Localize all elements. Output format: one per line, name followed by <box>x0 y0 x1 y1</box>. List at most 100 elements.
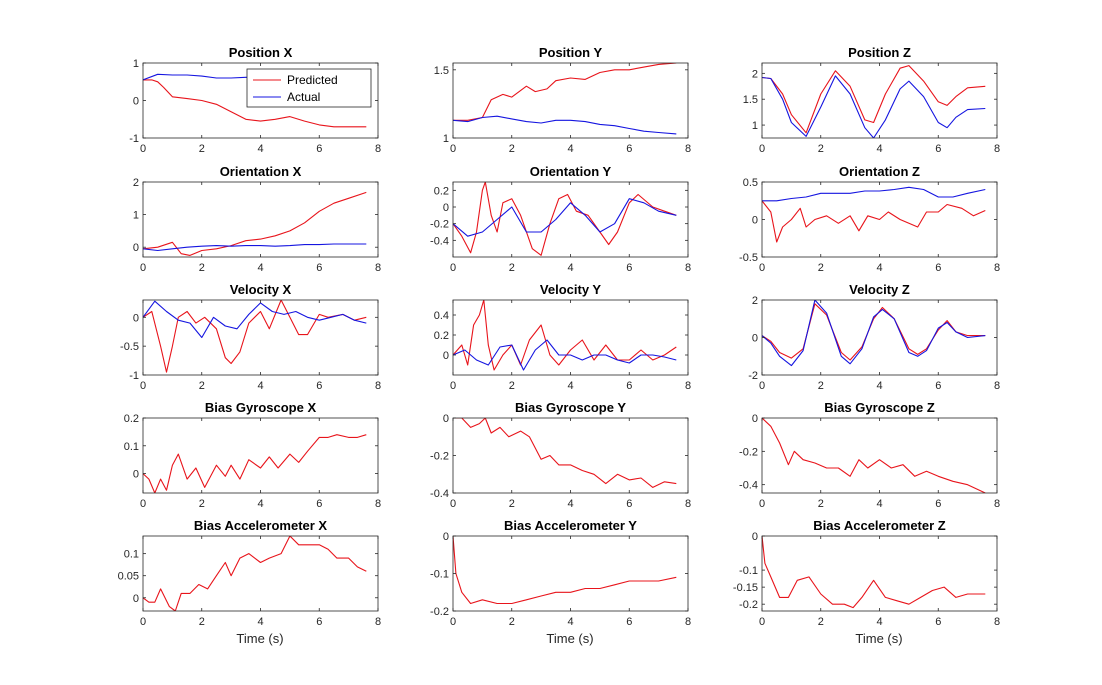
series-line-actual <box>453 198 677 237</box>
y-tick-label: 0.5 <box>743 177 758 189</box>
chart-title: Velocity Z <box>849 282 910 297</box>
x-tick-label: 8 <box>685 616 691 628</box>
y-tick-label: 0 <box>752 413 758 425</box>
x-tick-label: 2 <box>199 380 205 392</box>
series-line-predicted <box>143 536 367 611</box>
x-tick-label: 8 <box>994 380 1000 392</box>
y-tick-label: 0.2 <box>124 413 139 425</box>
x-tick-label: 8 <box>375 498 381 510</box>
subplot-grid: Position X0 2 4 6 8-101PredictedActualPositi… <box>118 45 1000 628</box>
x-tick-label: 0 <box>140 143 146 155</box>
x-axis-label-col-1: Time (s) <box>236 631 283 646</box>
chart-title: Orientation X <box>220 164 302 179</box>
y-tick-label: 2 <box>752 68 758 80</box>
x-tick-label: 2 <box>818 498 824 510</box>
x-tick-label: 8 <box>375 380 381 392</box>
legend: Predicted Actual <box>246 68 372 108</box>
x-tick-label: 0 <box>140 498 146 510</box>
x-axis-label-col-2: Time (s) <box>546 631 593 646</box>
y-tick-label: 0.05 <box>118 571 139 583</box>
chart-title: Bias Accelerometer Z <box>813 518 946 533</box>
x-tick-label: 4 <box>876 498 882 510</box>
x-axis-labels: Time (s) Time (s) Time (s) <box>236 631 902 646</box>
x-tick-label: 2 <box>509 262 515 274</box>
x-tick-label: 8 <box>994 262 1000 274</box>
x-tick-label: 4 <box>567 143 573 155</box>
x-tick-label: 8 <box>685 498 691 510</box>
x-tick-label: 2 <box>199 616 205 628</box>
x-tick-label: 4 <box>567 380 573 392</box>
y-tick-label: -0.2 <box>739 599 758 611</box>
y-tick-label: -0.5 <box>739 252 758 264</box>
y-tick-label: 0 <box>752 531 758 543</box>
y-tick-label: 0.2 <box>434 185 449 197</box>
x-tick-label: 6 <box>626 143 632 155</box>
subplot-bias-gyroscope-x: Bias Gyroscope X 0 2 4 6 8 0 0.1 0.2 <box>124 400 381 510</box>
x-tick-label: 6 <box>316 143 322 155</box>
x-tick-label: 4 <box>257 498 263 510</box>
x-tick-label: 8 <box>685 262 691 274</box>
x-axis-label-col-3: Time (s) <box>855 631 902 646</box>
y-tick-label: 0 <box>443 350 449 362</box>
x-tick-label: 0 <box>140 380 146 392</box>
y-tick-label: -1 <box>129 133 139 145</box>
x-tick-label: 0 <box>450 262 456 274</box>
y-tick-label: -0.15 <box>733 582 758 594</box>
chart-title: Velocity Y <box>540 282 602 297</box>
x-tick-label: 4 <box>567 616 573 628</box>
y-tick-label: 0.2 <box>434 330 449 342</box>
subplot-orientation-z: Orientation Z0 2 4 6 8-0.500.5 <box>739 164 1000 274</box>
x-tick-label: 8 <box>994 143 1000 155</box>
series-line-actual <box>762 186 986 202</box>
series-line-predicted <box>762 536 986 609</box>
series-line-actual <box>453 339 677 371</box>
x-tick-label: 2 <box>509 498 515 510</box>
subplot-bias-accelerometer-z: Bias Accelerometer Z 0 2 4 6 8 -0.2 -0.15 -0.1 0 <box>733 518 1000 628</box>
x-tick-label: 0 <box>450 616 456 628</box>
y-tick-label: 1.5 <box>434 65 449 77</box>
x-tick-label: 8 <box>685 143 691 155</box>
x-tick-label: 2 <box>199 143 205 155</box>
y-tick-label: 1 <box>752 120 758 132</box>
x-tick-label: 6 <box>316 262 322 274</box>
y-tick-label: 0 <box>133 469 139 481</box>
x-tick-label: 6 <box>316 498 322 510</box>
x-tick-label: 0 <box>759 498 765 510</box>
series-line-predicted <box>762 418 986 493</box>
series-line-actual <box>143 300 367 339</box>
y-tick-label: 0 <box>133 312 139 324</box>
series-line-actual <box>143 243 367 252</box>
series-line-predicted <box>453 63 677 121</box>
x-tick-label: 0 <box>759 380 765 392</box>
x-tick-label: 6 <box>935 380 941 392</box>
y-tick-label: 1 <box>443 133 449 145</box>
x-tick-label: 4 <box>876 380 882 392</box>
series-line-predicted <box>143 191 367 256</box>
x-tick-label: 6 <box>626 498 632 510</box>
chart-title: Orientation Y <box>530 164 612 179</box>
y-tick-label: -0.1 <box>430 569 449 581</box>
x-tick-label: 0 <box>759 616 765 628</box>
x-tick-label: 6 <box>626 262 632 274</box>
series-line-actual <box>762 300 986 367</box>
y-tick-label: -0.2 <box>430 606 449 618</box>
y-tick-label: 0 <box>133 242 139 254</box>
series-line-predicted <box>143 79 367 128</box>
x-tick-label: 0 <box>450 380 456 392</box>
chart-title: Bias Accelerometer Y <box>504 518 637 533</box>
x-tick-label: 2 <box>199 498 205 510</box>
x-tick-label: 6 <box>935 616 941 628</box>
y-tick-label: 0.1 <box>124 549 139 561</box>
y-tick-label: -0.4 <box>430 488 449 500</box>
x-tick-label: 6 <box>626 616 632 628</box>
x-tick-label: 2 <box>818 262 824 274</box>
x-tick-label: 4 <box>567 262 573 274</box>
x-tick-label: 4 <box>257 262 263 274</box>
y-tick-label: 0 <box>133 96 139 108</box>
series-line-predicted <box>453 418 677 488</box>
x-tick-label: 4 <box>567 498 573 510</box>
series-line-predicted <box>762 65 986 134</box>
legend-box <box>246 68 372 108</box>
x-tick-label: 2 <box>509 380 515 392</box>
